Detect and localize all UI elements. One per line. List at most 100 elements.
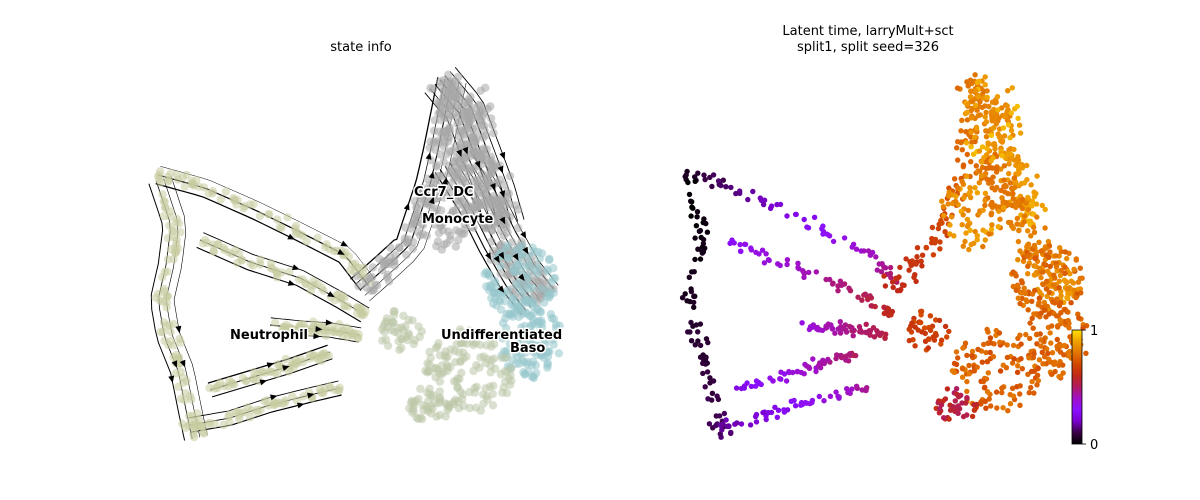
- cell-point: [498, 318, 508, 328]
- cell-point: [412, 202, 421, 211]
- cell-point: [395, 243, 404, 252]
- cell-point: [422, 402, 431, 411]
- cell-point: [473, 181, 483, 190]
- cell-point-latent-time: [1054, 268, 1060, 274]
- cell-point-latent-time: [1041, 307, 1048, 313]
- cell-point-latent-time: [972, 102, 979, 109]
- cell-point-latent-time: [719, 427, 725, 433]
- cell-point-latent-time: [1035, 365, 1041, 371]
- cell-point-latent-time: [1047, 330, 1053, 336]
- cell-point-latent-time: [702, 384, 708, 390]
- cell-point: [549, 340, 558, 349]
- cell-point-latent-time: [988, 165, 994, 171]
- cell-point-latent-time: [969, 413, 976, 420]
- cell-point: [155, 296, 165, 305]
- cell-point-latent-time: [1029, 378, 1035, 385]
- cell-point: [477, 120, 486, 129]
- streamline-arrowhead: [282, 365, 290, 371]
- cell-point-latent-time: [1025, 228, 1031, 234]
- cell-point: [176, 228, 185, 237]
- cell-point-latent-time: [728, 429, 734, 436]
- cell-point-latent-time: [1029, 298, 1035, 304]
- cell-point-latent-time: [694, 209, 701, 215]
- cell-point-latent-time: [914, 254, 920, 260]
- cell-point: [334, 290, 343, 299]
- cell-point-latent-time: [1027, 320, 1033, 326]
- cell-point-latent-time: [747, 422, 754, 428]
- cell-point: [426, 83, 435, 93]
- cell-point: [204, 189, 213, 198]
- cell-point-latent-time: [783, 378, 790, 384]
- cell-point-latent-time: [784, 257, 791, 263]
- cell-point-latent-time: [990, 141, 996, 148]
- cell-point-latent-time: [974, 237, 980, 243]
- cell-point-latent-time: [784, 407, 791, 413]
- cell-point-latent-time: [847, 288, 854, 294]
- cell-point-latent-time: [1025, 194, 1031, 201]
- cell-point: [213, 240, 222, 249]
- cell-point-latent-time: [913, 278, 919, 285]
- cell-point: [414, 394, 423, 404]
- cell-point-latent-time: [965, 83, 971, 89]
- cell-point-latent-time: [975, 113, 981, 119]
- cell-point: [504, 253, 514, 262]
- cell-point-latent-time: [685, 179, 691, 186]
- cell-point: [417, 414, 427, 424]
- cell-point: [456, 327, 466, 337]
- cell-point-latent-time: [1025, 206, 1032, 213]
- cell-point-latent-time: [694, 214, 700, 220]
- cell-point-latent-time: [1029, 203, 1035, 209]
- cell-point: [163, 233, 173, 243]
- cell-point-latent-time: [936, 317, 943, 324]
- cell-point-latent-time: [702, 176, 708, 183]
- cell-point-latent-time: [1056, 362, 1062, 368]
- cell-point: [243, 403, 253, 412]
- cell-point-latent-time: [837, 330, 844, 336]
- cell-point: [447, 111, 456, 120]
- cell-point: [187, 395, 196, 404]
- cell-point-latent-time: [975, 93, 981, 100]
- cell-point: [489, 354, 499, 363]
- cell-point: [529, 347, 538, 357]
- cell-point-latent-time: [1028, 182, 1034, 188]
- cell-point-latent-time: [849, 244, 855, 250]
- cell-point: [452, 340, 461, 349]
- cell-point-latent-time: [994, 184, 1000, 191]
- cell-point-latent-time: [1000, 405, 1006, 411]
- cell-point-latent-time: [887, 270, 894, 277]
- cell-point-latent-time: [927, 327, 934, 334]
- cell-point: [255, 211, 265, 221]
- cell-point-latent-time: [1029, 315, 1035, 321]
- streamline: [196, 246, 362, 323]
- cell-point-latent-time: [737, 241, 743, 248]
- cell-point-latent-time: [973, 88, 979, 94]
- cell-point: [452, 153, 462, 162]
- cell-point-latent-time: [792, 211, 799, 218]
- cell-point-latent-time: [995, 224, 1001, 230]
- cell-point: [294, 275, 304, 284]
- cell-point-latent-time: [763, 251, 769, 257]
- cell-point-latent-time: [1004, 342, 1010, 348]
- cell-point: [476, 101, 485, 111]
- streamline: [155, 183, 362, 291]
- cell-point-latent-time: [823, 276, 829, 283]
- cell-point: [461, 153, 471, 163]
- cell-point: [513, 223, 523, 233]
- cell-point-latent-time: [988, 226, 995, 232]
- cell-point-latent-time: [706, 421, 713, 427]
- cell-point-latent-time: [1025, 307, 1031, 313]
- cell-point-latent-time: [984, 389, 991, 395]
- cell-point-latent-time: [1066, 325, 1072, 331]
- cell-point: [480, 108, 489, 118]
- cell-point: [188, 179, 197, 188]
- cell-point-latent-time: [872, 303, 878, 310]
- streamline-arrowhead: [442, 177, 448, 185]
- cell-point-latent-time: [1000, 362, 1006, 368]
- cell-point: [435, 108, 445, 117]
- cell-point-latent-time: [1004, 108, 1010, 115]
- cell-point-latent-time: [836, 395, 842, 401]
- cell-point: [481, 189, 491, 198]
- cell-point-latent-time: [983, 349, 989, 356]
- cell-point-latent-time: [1048, 371, 1055, 378]
- cell-point: [200, 235, 210, 245]
